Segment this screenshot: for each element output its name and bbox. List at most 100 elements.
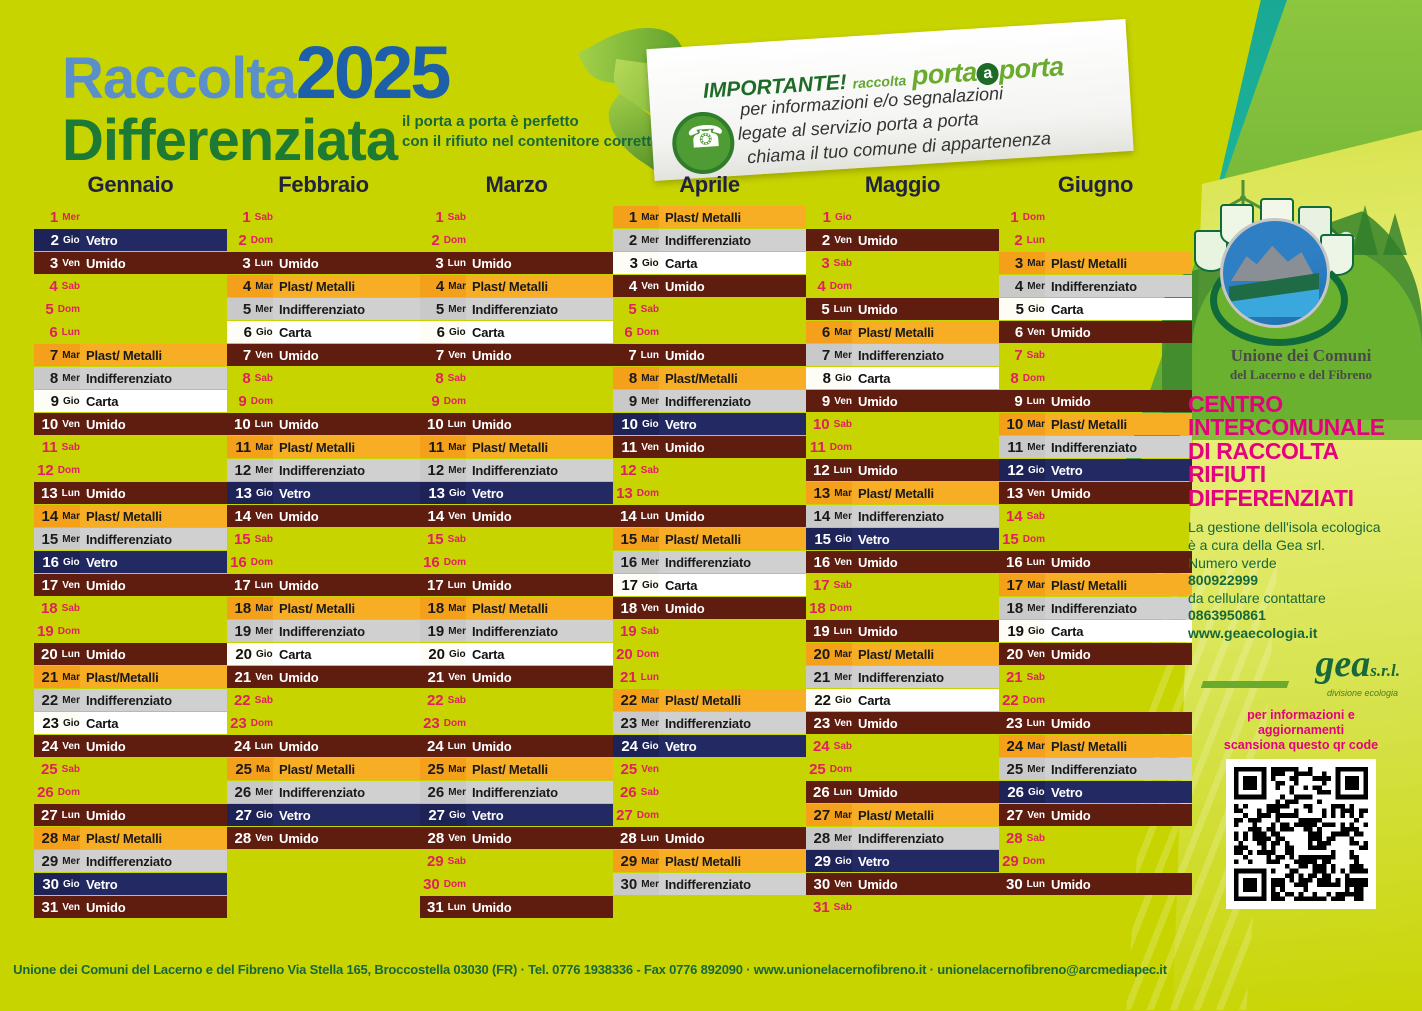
day-of-week: Dom xyxy=(57,464,80,476)
day-number: 1 xyxy=(242,208,251,226)
waste-type-label xyxy=(1045,505,1192,527)
day-of-week: Lun xyxy=(61,648,80,660)
day-number: 13 xyxy=(235,484,252,502)
day-number: 16 xyxy=(423,553,440,571)
day-cell: 25 Ven xyxy=(613,758,659,780)
day-number: 2 xyxy=(821,231,831,249)
day-of-week: Mar xyxy=(641,694,659,706)
day-cell: 14 Ven xyxy=(227,505,273,527)
day-cell: 2 Ven xyxy=(806,229,852,251)
day-of-week: Ven xyxy=(448,510,466,522)
day-number: 14 xyxy=(813,507,831,525)
day-number: 13 xyxy=(813,484,831,502)
day-cell: 13 Mar xyxy=(806,482,852,504)
calendar-day-row: 23 Gio Carta xyxy=(34,712,227,734)
calendar-day-row: 30 Lun Umido xyxy=(999,873,1192,895)
month-title: Gennaio xyxy=(87,172,174,197)
calendar-day-row: 1 Gio xyxy=(806,206,999,228)
day-number: 8 xyxy=(1010,369,1019,387)
calendar-day-row: 28 Lun Umido xyxy=(613,827,806,849)
poster-title: Raccolta2025 Differenziata xyxy=(62,36,451,170)
calendar-day-row: 14 Ven Umido xyxy=(227,505,420,527)
day-of-week: Sab xyxy=(833,418,852,430)
day-number: 25 xyxy=(1006,760,1024,778)
day-cell: 5 Dom xyxy=(34,298,80,320)
qr-code[interactable] xyxy=(1226,758,1376,909)
day-cell: 8 Sab xyxy=(420,367,466,389)
waste-type-label: Indifferenziato xyxy=(466,620,613,642)
waste-type-label: Carta xyxy=(852,689,999,711)
waste-type-label: Umido xyxy=(80,735,227,757)
union-name-line-1: Unione dei Comuni xyxy=(1230,346,1372,365)
info-line-2: è a cura della Gea srl. xyxy=(1188,536,1325,553)
calendar-day-row: 18 Sab xyxy=(34,597,227,619)
day-cell: 27 Gio xyxy=(420,804,466,826)
day-number: 25 xyxy=(40,760,58,778)
day-of-week: Dom xyxy=(443,878,466,890)
waste-type-label: Umido xyxy=(852,298,999,320)
calendar-day-row: 16 Dom xyxy=(227,551,420,573)
day-of-week: Ven xyxy=(641,602,659,614)
day-of-week: Mar xyxy=(1027,579,1045,591)
day-of-week: Mar xyxy=(834,648,852,660)
day-of-week: Mar xyxy=(1027,418,1045,430)
day-of-week: Lun xyxy=(1026,717,1045,729)
waste-type-label xyxy=(659,758,806,780)
day-cell: 11 Ven xyxy=(613,436,659,458)
day-cell: 15 Sab xyxy=(227,528,273,550)
day-cell: 1 Sab xyxy=(420,206,466,228)
day-of-week: Sab xyxy=(1026,510,1045,522)
day-cell: 26 Lun xyxy=(806,781,852,803)
calendar-day-row: 30 Dom xyxy=(420,873,613,895)
waste-type-label: Umido xyxy=(273,505,420,527)
day-of-week: Sab xyxy=(447,694,466,706)
day-number: 21 xyxy=(41,668,59,686)
day-of-week: Gio xyxy=(256,809,273,821)
day-cell: 17 Mar xyxy=(999,574,1045,596)
day-of-week: Ven xyxy=(641,280,659,292)
calendar-day-row: 24 Ven Umido xyxy=(34,735,227,757)
day-number: 23 xyxy=(813,714,831,732)
day-cell: 28 Mer xyxy=(806,827,852,849)
website-link[interactable]: www.geaecologia.it xyxy=(1188,625,1318,642)
day-cell: 20 Lun xyxy=(34,643,80,665)
waste-type-label xyxy=(852,436,999,458)
day-number: 21 xyxy=(619,668,637,686)
day-of-week: Dom xyxy=(1022,533,1045,545)
waste-type-label xyxy=(273,551,420,573)
calendar-day-row: 29 Gio Vetro xyxy=(806,850,999,872)
day-cell: 10 Sab xyxy=(806,413,852,435)
day-number: 19 xyxy=(37,622,54,640)
day-number: 22 xyxy=(41,691,59,709)
day-of-week: Mar xyxy=(448,602,466,614)
day-cell: 5 Mer xyxy=(227,298,273,320)
day-of-week: Gio xyxy=(835,533,852,545)
day-cell: 3 Ven xyxy=(34,252,80,274)
day-of-week: Dom xyxy=(636,326,659,338)
day-cell: 22 Sab xyxy=(227,689,273,711)
day-of-week: Sab xyxy=(254,211,273,223)
waste-type-label: Carta xyxy=(80,712,227,734)
day-cell: 20 Gio xyxy=(227,643,273,665)
calendar-day-row: 17 Lun Umido xyxy=(227,574,420,596)
day-number: 25 xyxy=(235,760,252,778)
day-number: 1 xyxy=(49,208,59,226)
day-of-week: Sab xyxy=(447,372,466,384)
day-cell: 9 Dom xyxy=(227,390,273,412)
waste-type-label: Plast/ Metalli xyxy=(1045,574,1192,596)
day-cell: 21 Ven xyxy=(420,666,466,688)
day-of-week: Ven xyxy=(62,257,80,269)
day-of-week: Ven xyxy=(641,763,659,775)
calendar-day-row: 28 Ven Umido xyxy=(420,827,613,849)
day-of-week: Dom xyxy=(636,648,659,660)
waste-type-label: Indifferenziato xyxy=(659,229,806,251)
calendar-months-grid: Gennaio 1 Mer 2 Gio Vetro 3 Ven Umido 4 Sab 5 Dom 6 Lu… xyxy=(34,172,1194,919)
calendar-day-row: 9 Dom xyxy=(420,390,613,412)
waste-type-label xyxy=(659,298,806,320)
day-of-week: Mer xyxy=(62,855,80,867)
day-of-week: Mar xyxy=(641,211,659,223)
day-cell: 16 Dom xyxy=(420,551,466,573)
waste-type-label: Umido xyxy=(852,459,999,481)
calendar-day-row: 6 Ven Umido xyxy=(999,321,1192,343)
day-cell: 17 Gio xyxy=(613,574,659,596)
